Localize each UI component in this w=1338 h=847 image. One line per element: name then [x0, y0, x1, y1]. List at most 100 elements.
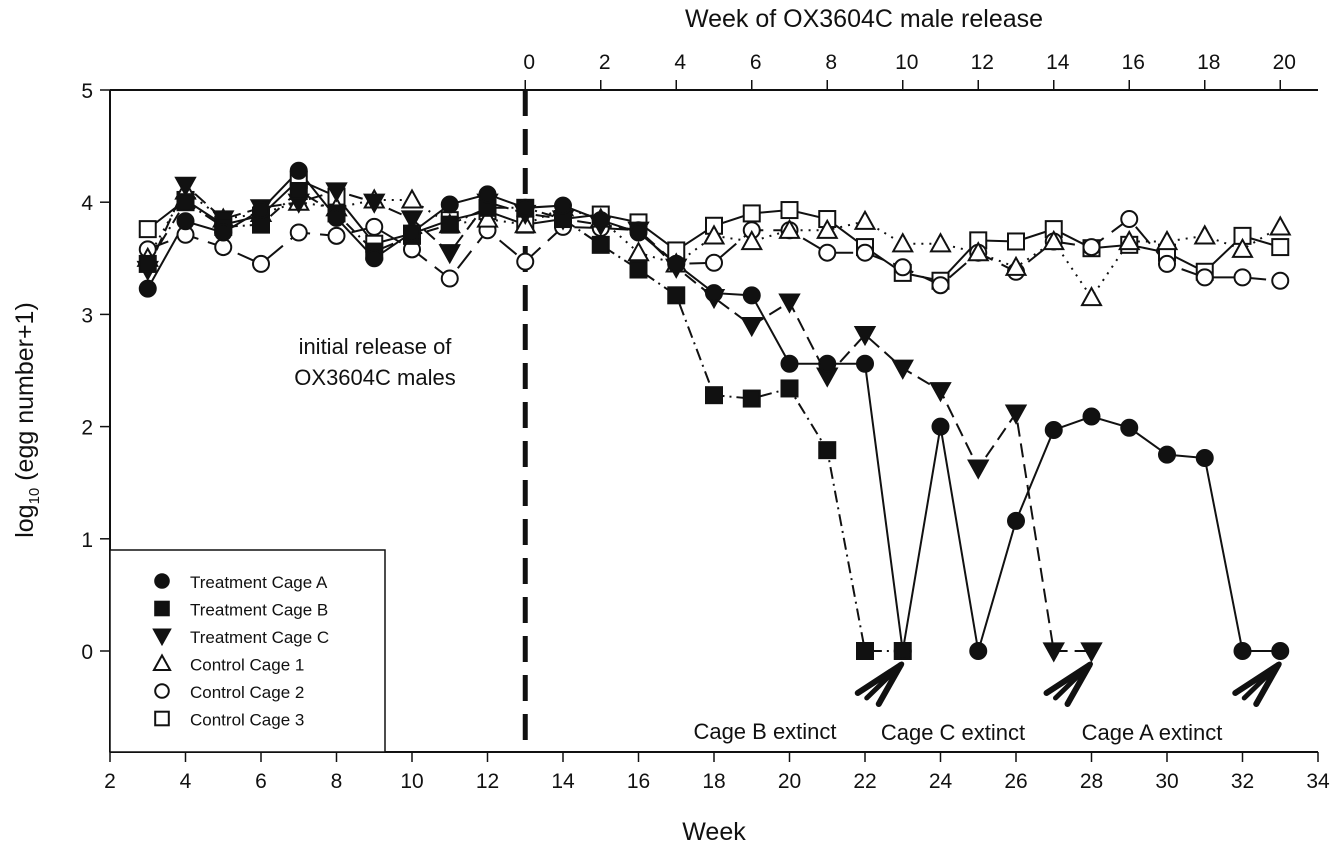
- y-axis-title-rest: (egg number+1): [11, 302, 39, 488]
- marker-treatment-cage-c: [740, 317, 763, 338]
- marker-control-cage-2: [1195, 268, 1214, 287]
- marker-treatment-cage-b: [667, 286, 686, 305]
- marker-treatment-cage-a: [667, 254, 686, 273]
- marker-control-cage-2: [856, 243, 874, 262]
- marker-treatment-cage-a: [1007, 511, 1025, 530]
- marker-treatment-cage-a: [440, 195, 459, 214]
- y-tick-label: 5: [81, 80, 93, 103]
- marker-treatment-cage-a: [742, 286, 761, 305]
- legend-marker-control-cage-1: [152, 653, 172, 671]
- x-tick-label: 8: [331, 770, 343, 793]
- marker-treatment-cage-c: [967, 459, 990, 480]
- annotation-cage-a-extinct: Cage A extinct: [1082, 720, 1223, 745]
- marker-treatment-cage-b: [289, 181, 308, 200]
- annotation-cage-c-extinct: Cage C extinct: [881, 720, 1025, 745]
- marker-treatment-cage-a: [1271, 642, 1290, 660]
- marker-control-cage-1: [891, 232, 914, 253]
- arrow-stroke: [864, 661, 905, 701]
- extinction-arrows: [854, 661, 1282, 707]
- marker-control-cage-1: [400, 188, 424, 209]
- marker-treatment-cage-a: [327, 208, 346, 227]
- marker-control-cage-2: [327, 226, 346, 245]
- marker-treatment-cage-c: [1042, 642, 1065, 663]
- y-axis-title-log: log: [11, 504, 39, 537]
- marker-control-cage-1: [1042, 229, 1065, 251]
- top-tick-label: 10: [895, 51, 918, 74]
- marker-treatment-cage-b: [138, 254, 157, 273]
- x-tick-label: 2: [104, 770, 116, 793]
- top-tick-label: 18: [1197, 51, 1220, 74]
- marker-control-cage-2: [1271, 271, 1290, 290]
- legend-marker-treatment-cage-a: [154, 573, 170, 589]
- x-tick-label: 12: [476, 770, 499, 793]
- marker-control-cage-2: [289, 223, 308, 242]
- top-tick-label: 8: [825, 51, 837, 74]
- series-line-treatment-cage-c: [146, 183, 1092, 652]
- marker-treatment-cage-a: [818, 354, 837, 373]
- marker-control-cage-2: [705, 253, 723, 272]
- x-tick-label: 28: [1080, 770, 1103, 793]
- x-tick-label: 34: [1306, 770, 1330, 793]
- marker-treatment-cage-a: [252, 201, 270, 220]
- series-markers: [136, 161, 1292, 663]
- legend-label: Control Cage 3: [190, 711, 304, 730]
- legend-label: Control Cage 1: [190, 656, 304, 675]
- marker-control-cage-1: [1118, 229, 1141, 251]
- marker-treatment-cage-c: [1004, 404, 1028, 425]
- arrow-stroke: [1053, 661, 1093, 701]
- marker-control-cage-1: [476, 207, 499, 228]
- marker-control-cage-1: [1269, 215, 1292, 236]
- annotation-cage-b-extinct: Cage B extinct: [693, 719, 836, 744]
- marker-treatment-cage-b: [591, 235, 610, 254]
- extinction-arrow-icon: [854, 661, 905, 707]
- marker-control-cage-1: [1231, 237, 1254, 258]
- marker-treatment-cage-c: [929, 382, 952, 403]
- marker-control-cage-2: [1082, 238, 1101, 257]
- legend-marker-control-cage-3: [154, 710, 170, 727]
- marker-control-cage-2: [252, 254, 270, 273]
- marker-control-cage-3: [138, 220, 157, 239]
- marker-treatment-cage-a: [780, 354, 799, 373]
- marker-control-cage-2: [818, 243, 837, 262]
- x-tick-label: 22: [853, 770, 876, 793]
- y-tick-label: 4: [81, 192, 93, 215]
- marker-control-cage-3: [1271, 238, 1290, 257]
- marker-treatment-cage-a: [138, 279, 157, 298]
- marker-treatment-cage-b: [742, 389, 761, 408]
- marker-control-cage-2: [931, 276, 950, 295]
- x-tick-label: 24: [929, 770, 953, 793]
- marker-control-cage-1: [816, 218, 839, 239]
- x-tick-label: 16: [627, 770, 650, 793]
- marker-treatment-cage-c: [325, 182, 348, 203]
- legend-label: Control Cage 2: [190, 683, 304, 702]
- legend-label: Treatment Cage A: [190, 573, 328, 592]
- y-tick-label: 3: [81, 304, 93, 327]
- marker-treatment-cage-c: [438, 244, 461, 265]
- marker-control-cage-1: [1155, 229, 1179, 251]
- y-axis-title-subscript: 10: [26, 488, 43, 505]
- marker-treatment-cage-a: [591, 211, 610, 230]
- marker-control-cage-2: [440, 269, 459, 288]
- top-axis-title: Week of OX3604C male release: [685, 5, 1043, 33]
- marker-treatment-cage-a: [516, 198, 535, 217]
- marker-treatment-cage-a: [1082, 407, 1101, 426]
- x-tick-label: 30: [1155, 770, 1178, 793]
- marker-treatment-cage-a: [1120, 418, 1139, 437]
- marker-treatment-cage-a: [289, 161, 308, 180]
- legend-marker-treatment-cage-c: [152, 628, 172, 647]
- marker-treatment-cage-c: [778, 293, 801, 314]
- marker-control-cage-2: [1120, 210, 1139, 229]
- marker-treatment-cage-c: [363, 193, 386, 214]
- arrow-stroke: [1241, 661, 1282, 701]
- x-axis-title: Week: [682, 818, 746, 846]
- marker-control-cage-1: [740, 229, 763, 251]
- legend-label: Treatment Cage C: [190, 628, 329, 647]
- marker-control-cage-1: [929, 232, 952, 253]
- x-tick-label: 6: [255, 770, 267, 793]
- legend-marker-treatment-cage-b: [154, 600, 170, 617]
- x-tick-label: 26: [1004, 770, 1027, 793]
- marker-control-cage-3: [1007, 232, 1025, 251]
- marker-treatment-cage-a: [214, 223, 233, 242]
- marker-control-cage-1: [778, 218, 801, 239]
